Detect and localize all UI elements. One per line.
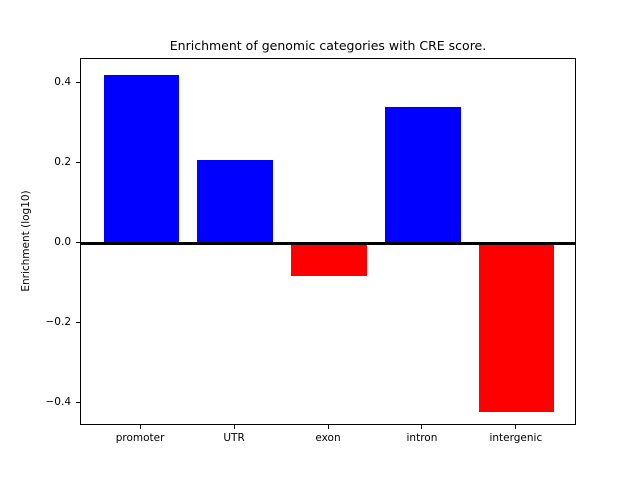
- y-tick-mark: [76, 322, 80, 324]
- x-tick-mark: [421, 425, 423, 429]
- y-tick-label: 0.4: [54, 75, 71, 88]
- x-tick-mark: [327, 425, 329, 429]
- x-tick-label-promoter: promoter: [115, 432, 165, 444]
- bar-promoter: [103, 75, 179, 244]
- zero-baseline: [81, 242, 575, 246]
- x-tick-label-exon: exon: [315, 432, 341, 444]
- y-tick-label: 0.2: [54, 156, 71, 169]
- chart-title: Enrichment of genomic categories with CR…: [169, 38, 487, 53]
- bar-exon: [291, 243, 367, 276]
- y-tick-label: −0.2: [45, 316, 72, 329]
- bar-intergenic: [479, 243, 555, 412]
- y-tick-mark: [76, 242, 80, 244]
- x-tick-mark: [515, 425, 517, 429]
- bar-UTR: [197, 159, 273, 244]
- x-tick-label-intron: intron: [406, 432, 438, 444]
- x-tick-label-intergenic: intergenic: [489, 432, 543, 444]
- y-tick-mark: [76, 402, 80, 404]
- plot-area: [80, 58, 576, 425]
- x-tick-label-UTR: UTR: [223, 432, 245, 444]
- y-tick-mark: [76, 81, 80, 83]
- bar-intron: [385, 107, 461, 244]
- y-tick-label: 0.0: [54, 236, 71, 249]
- y-tick-label: −0.4: [45, 396, 72, 409]
- y-tick-mark: [76, 162, 80, 164]
- x-tick-mark: [139, 425, 141, 429]
- x-tick-mark: [233, 425, 235, 429]
